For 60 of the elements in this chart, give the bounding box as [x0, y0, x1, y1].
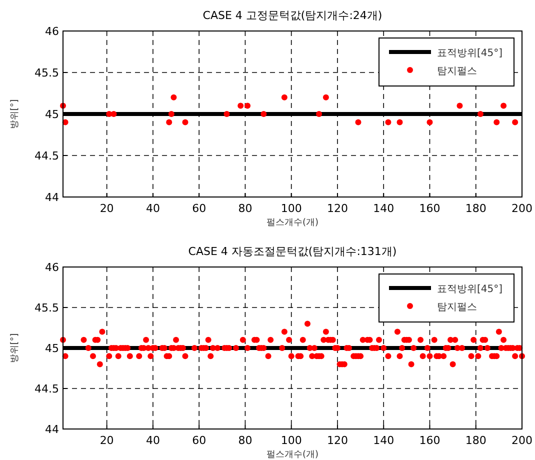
legend-label: 탐지펄스	[437, 66, 477, 77]
x-tick-label: 140	[373, 202, 394, 215]
point	[281, 94, 288, 100]
point	[355, 119, 362, 126]
point	[238, 102, 244, 109]
x-tick-label: 200	[512, 434, 532, 447]
point	[456, 102, 463, 109]
point	[182, 119, 188, 126]
x-tick-label: 60	[192, 202, 206, 215]
y-tick-label: 44.5	[34, 382, 59, 396]
x-tick-label: 160	[419, 202, 440, 215]
y-tick-label: 45	[45, 342, 59, 355]
point	[260, 111, 267, 117]
point	[396, 119, 403, 126]
point	[322, 94, 329, 100]
legend-label: 표적방위[45°]	[437, 284, 503, 295]
y-tick-label: 45.5	[34, 302, 59, 314]
point	[512, 119, 518, 126]
point	[244, 102, 251, 109]
point	[477, 111, 484, 117]
x-tick-label: 180	[465, 434, 486, 447]
y-tick-label: 45.5	[34, 66, 59, 80]
point	[426, 119, 433, 126]
x-axis-title: 펄스개수(개)	[266, 450, 319, 460]
x-tick-label: 20	[100, 202, 114, 215]
y-tick-label: 44.5	[34, 150, 59, 162]
y-axis-title: 방위[°]	[10, 333, 20, 363]
x-tick-label: 20	[100, 434, 114, 447]
y-tick-label: 46	[45, 261, 59, 274]
legend-label: 탐지펄스	[437, 302, 477, 313]
y-axis-title: 방위[°]	[10, 99, 20, 129]
x-tick-label: 80	[238, 434, 252, 447]
y-tick-label: 44	[45, 423, 59, 436]
y-tick-label: 44	[45, 191, 59, 204]
x-tick-label: 100	[280, 202, 302, 215]
x-tick-label: 80	[238, 202, 252, 215]
x-tick-label: 100	[280, 434, 302, 447]
x-tick-label: 120	[326, 434, 348, 447]
point	[170, 94, 177, 100]
y-tick-label: 45	[45, 108, 59, 121]
point	[494, 119, 500, 126]
chart-title: CASE 4 자동조절문턱값(탐지개수:131개)	[188, 245, 397, 258]
y-tick-label: 46	[45, 25, 59, 38]
legend-label: 표적방위[45°]	[437, 48, 503, 59]
point	[224, 111, 230, 117]
x-tick-label: 40	[146, 202, 160, 215]
point	[500, 102, 507, 109]
x-tick-label: 200	[512, 202, 532, 215]
x-axis-title: 펄스개수(개)	[266, 218, 319, 228]
x-tick-label: 140	[373, 434, 394, 447]
x-tick-label: 160	[419, 434, 440, 447]
point	[168, 111, 174, 117]
chart-title: CASE 4 고정문턱값(탐지개수:24개)	[202, 9, 382, 22]
point	[316, 111, 322, 117]
x-tick-label: 60	[192, 434, 206, 447]
x-tick-label: 120	[326, 202, 348, 215]
x-tick-label: 180	[465, 202, 486, 215]
x-tick-label: 40	[146, 434, 160, 447]
point	[166, 119, 172, 126]
point	[385, 119, 392, 126]
